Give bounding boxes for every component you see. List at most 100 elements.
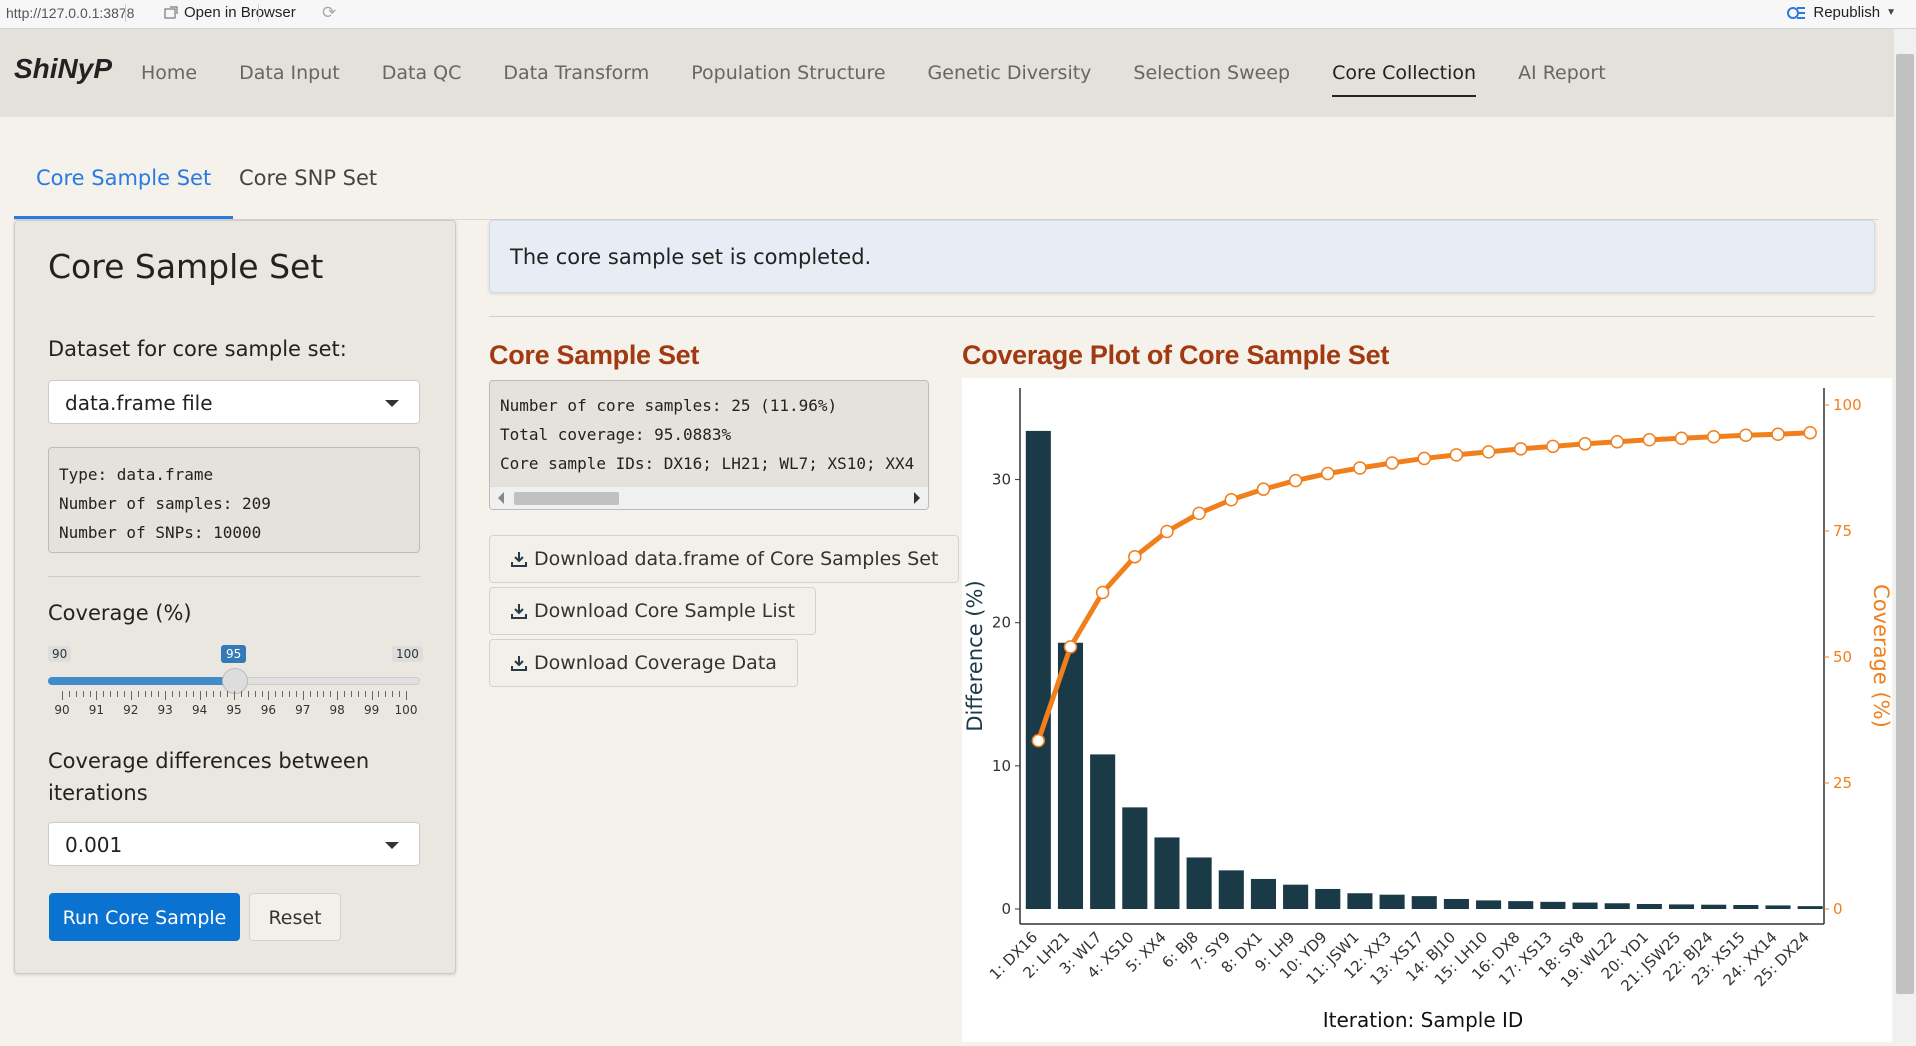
tab-core-sample-set[interactable]: Core Sample Set [14, 147, 234, 219]
horizontal-scrollbar[interactable] [490, 486, 928, 509]
slider-tick [240, 691, 242, 697]
core-summary-box[interactable]: Number of core samples: 25 (11.96%) Tota… [489, 380, 929, 510]
slider-tick [330, 691, 332, 697]
bar [1636, 903, 1662, 909]
bar [1443, 898, 1469, 909]
publish-icon [1787, 6, 1806, 19]
slider-tick [254, 691, 256, 697]
coverage-line [1035, 430, 1811, 742]
coverage-point [1288, 473, 1303, 488]
slider-tick [130, 691, 132, 700]
download-coverage-label: Download Coverage Data [534, 652, 777, 674]
republish-button[interactable]: Republish ▼ [1787, 4, 1896, 21]
nav-genetic-diversity[interactable]: Genetic Diversity [927, 62, 1092, 84]
nav-ai-report[interactable]: AI Report [1518, 62, 1606, 84]
slider-tick [371, 691, 373, 700]
bar [1250, 878, 1276, 909]
slider-tick [378, 691, 380, 697]
slider-tick [62, 691, 63, 700]
coverage-point [1546, 439, 1560, 454]
slider-tick [178, 691, 180, 697]
page-tabs: Core Sample Set Core SNP Set [14, 147, 1878, 220]
scrollbar-thumb[interactable] [514, 492, 619, 505]
slider-tick [392, 691, 394, 697]
coverage-diff-select[interactable]: 0.001 [48, 822, 420, 866]
slider-tick [275, 691, 277, 697]
external-window-icon [164, 5, 178, 19]
coverage-point [1610, 435, 1624, 449]
nav-population-structure[interactable]: Population Structure [691, 62, 886, 84]
download-coverage-button[interactable]: Download Coverage Data [489, 639, 798, 687]
nav-data-qc[interactable]: Data QC [381, 62, 462, 84]
core-set-title: Core Sample Set [489, 340, 700, 370]
coverage-point [1578, 437, 1592, 451]
coverage-plot-title: Coverage Plot of Core Sample Set [962, 340, 1390, 370]
slider-tick [316, 691, 318, 697]
slider-tick [406, 691, 407, 700]
toolbar-divider [125, 4, 126, 22]
dataset-label: Dataset for core sample set: [48, 337, 347, 361]
nav-home[interactable]: Home [141, 62, 198, 84]
coverage-label: Coverage (%) [48, 601, 192, 625]
caret-down-icon [385, 842, 399, 849]
coverage-point [1449, 448, 1464, 462]
bar [1186, 857, 1212, 909]
y2-tick-label: 75 [1833, 522, 1852, 540]
info-line: Type: data.frame [59, 465, 214, 484]
coverage-point [1256, 482, 1271, 496]
coverage-point [1706, 430, 1721, 444]
run-core-sample-button[interactable]: Run Core Sample [49, 893, 240, 941]
bar [1347, 893, 1373, 909]
slider-tick [282, 691, 284, 697]
slider-tick [220, 691, 222, 697]
download-core-list-button[interactable]: Download Core Sample List [489, 587, 816, 635]
slider-tick [268, 691, 270, 700]
bar [1218, 870, 1244, 909]
scroll-right-icon[interactable] [914, 492, 920, 504]
download-dataframe-button[interactable]: Download data.frame of Core Samples Set [489, 535, 960, 583]
slider-tick [110, 691, 112, 697]
refresh-icon[interactable]: ⟳ [322, 3, 337, 23]
slider-tick [350, 691, 352, 697]
slider-tick [165, 691, 167, 700]
bar [1572, 902, 1598, 909]
scrollbar-thumb[interactable] [1896, 54, 1914, 994]
slider-tick [385, 691, 387, 697]
coverage-diff-value: 0.001 [65, 833, 123, 857]
slider-tick [192, 691, 194, 697]
slider-tick [151, 691, 153, 697]
nav-selection-sweep[interactable]: Selection Sweep [1133, 62, 1291, 84]
coverage-slider-handle[interactable] [222, 668, 248, 694]
reset-button[interactable]: Reset [249, 893, 341, 941]
y-axis-title: Difference (%) [963, 580, 987, 731]
tab-core-snp-set[interactable]: Core SNP Set [239, 166, 378, 190]
brand-logo[interactable]: ShiNyP [14, 53, 113, 84]
slider-tick-label: 97 [295, 703, 311, 717]
bar [1476, 900, 1502, 909]
bar [1283, 884, 1309, 909]
y2-tick-label: 25 [1833, 774, 1852, 792]
dataset-select[interactable]: data.frame file [48, 380, 420, 424]
chevron-down-icon[interactable]: ▼ [1886, 7, 1896, 18]
dataset-info-box: Type: data.frame Number of samples: 209 … [48, 447, 420, 553]
coverage-point [1771, 427, 1785, 441]
nav-data-input[interactable]: Data Input [239, 62, 340, 84]
download-core-list-label: Download Core Sample List [534, 600, 795, 622]
dataset-select-value: data.frame file [65, 391, 213, 415]
bar [1379, 894, 1405, 909]
nav-data-transform[interactable]: Data Transform [503, 62, 650, 84]
slider-tick [117, 691, 119, 697]
coverage-point [1739, 428, 1753, 442]
bar [1057, 642, 1084, 909]
summary-line: Total coverage: 95.0883% [500, 425, 732, 444]
slider-tick [227, 691, 229, 697]
download-icon [511, 552, 527, 567]
scroll-left-icon[interactable] [498, 492, 504, 504]
info-line: Number of SNPs: 10000 [59, 523, 262, 542]
slider-tick [144, 691, 146, 697]
nav-core-collection[interactable]: Core Collection [1311, 29, 1497, 117]
page-scrollbar[interactable] [1894, 29, 1916, 1042]
bar [1668, 904, 1695, 909]
bar [1122, 807, 1148, 909]
open-in-browser-button[interactable]: Open in Browser [164, 4, 296, 21]
